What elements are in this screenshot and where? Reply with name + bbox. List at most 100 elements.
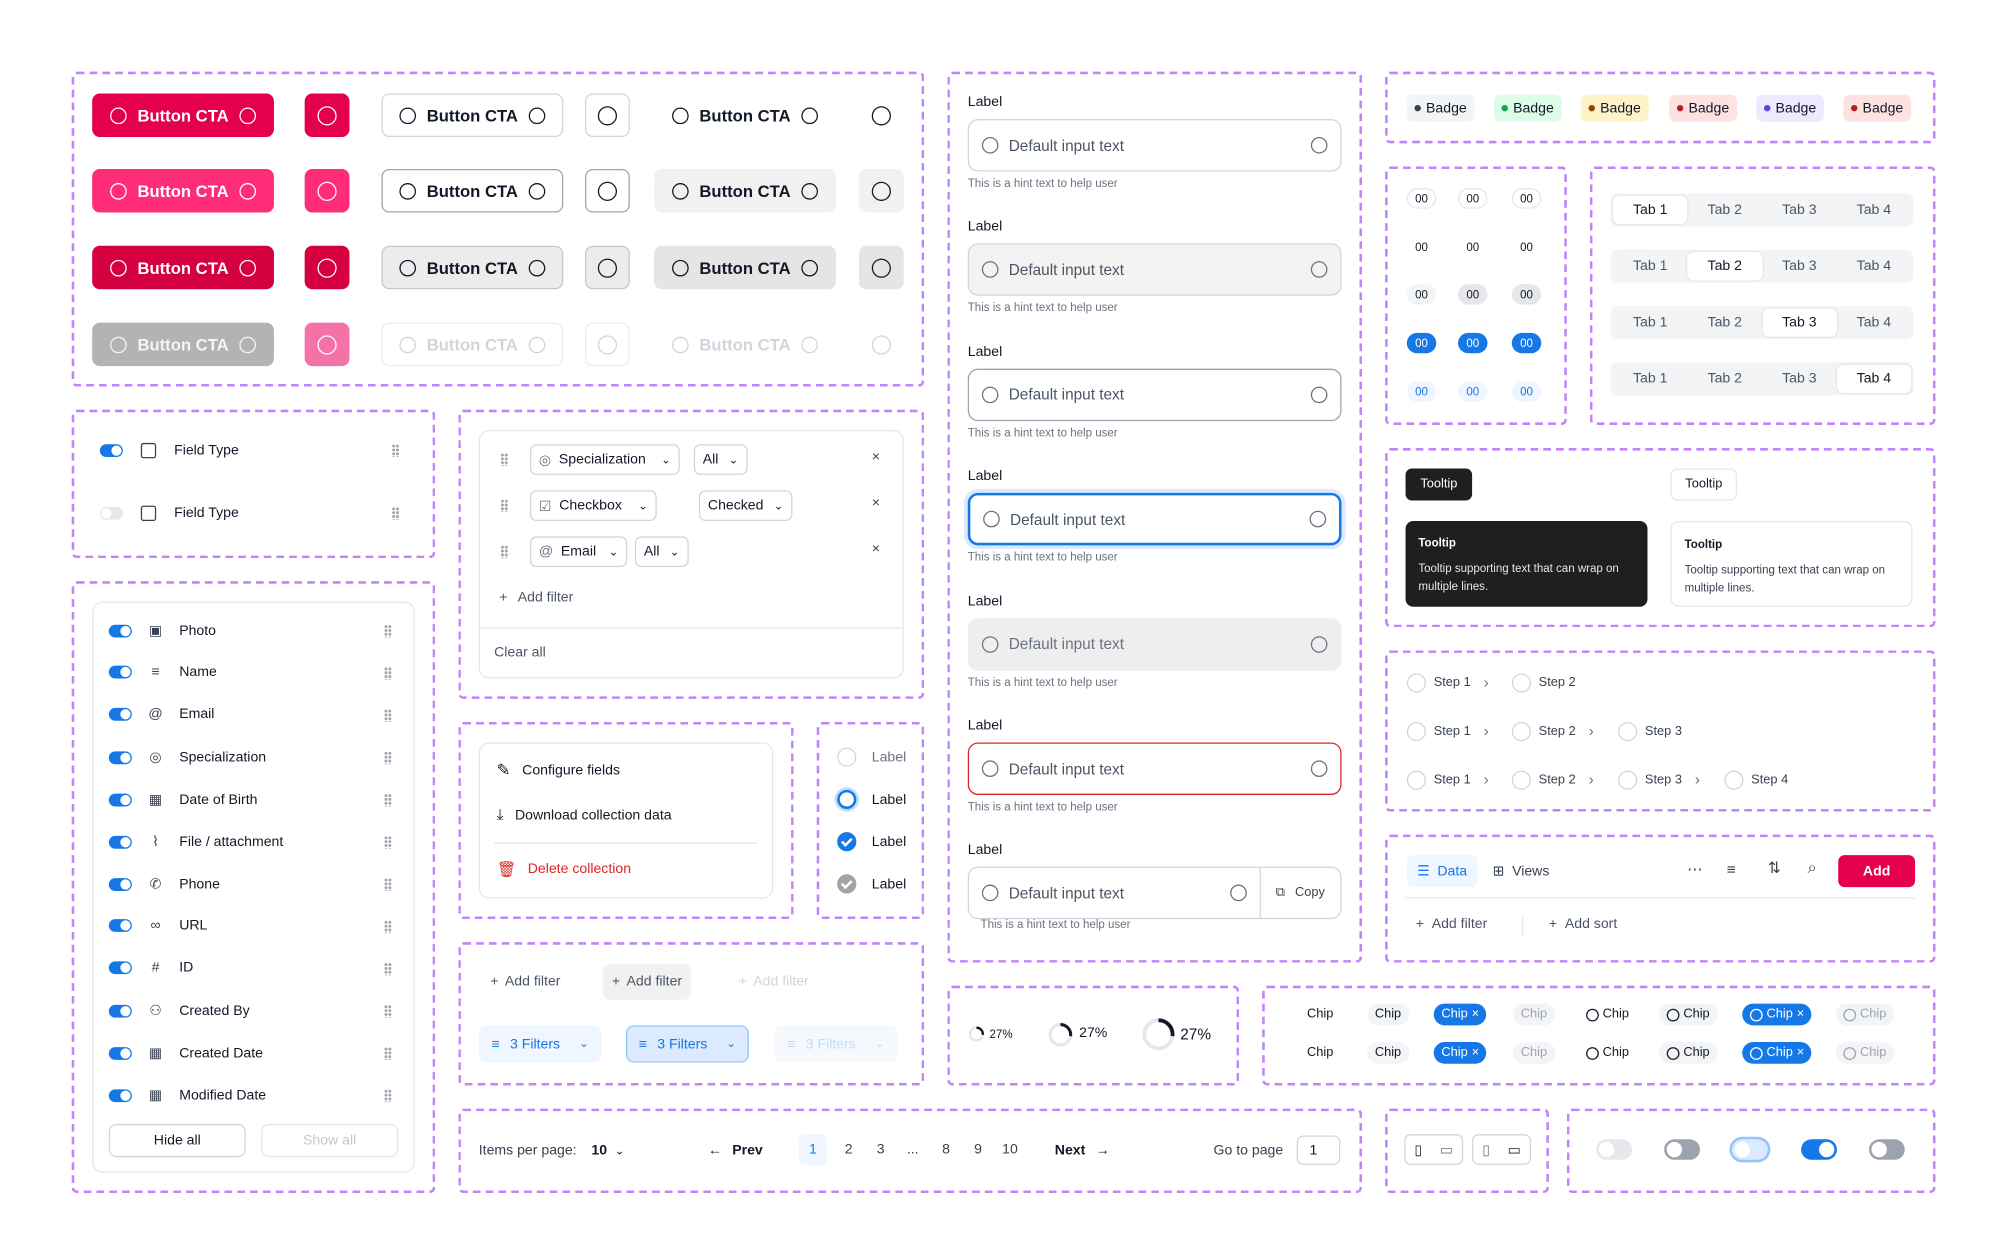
per-page-select[interactable]: 10 ⌄: [591, 1143, 624, 1158]
drag-handle-icon[interactable]: [384, 624, 392, 638]
tab-3[interactable]: Tab 3: [1762, 308, 1837, 337]
page-button[interactable]: 9: [964, 1134, 992, 1165]
text-input[interactable]: Default input text: [967, 493, 1342, 546]
step-2[interactable]: Step 2: [1511, 721, 1576, 742]
filters-count-button[interactable]: ≡ 3 Filters ⌄: [774, 1025, 898, 1063]
filter-field-select[interactable]: ◎ Specialization ⌄: [529, 444, 680, 475]
chip[interactable]: Chip: [1299, 1003, 1342, 1026]
prev-button[interactable]: ← Prev: [708, 1143, 763, 1158]
tertiary-button[interactable]: Button CTA: [654, 245, 836, 290]
tab-4[interactable]: Tab 4: [1836, 364, 1912, 393]
tertiary-button[interactable]: Button CTA: [654, 168, 836, 213]
text-input[interactable]: Default input text: [967, 243, 1342, 297]
tertiary-icon-button[interactable]: [859, 323, 904, 367]
secondary-icon-button[interactable]: [585, 322, 630, 367]
drag-handle-icon[interactable]: [384, 920, 392, 934]
primary-button[interactable]: Button CTA: [92, 322, 274, 367]
primary-button[interactable]: Button CTA: [92, 245, 274, 290]
switch-off-hover[interactable]: [1868, 1139, 1905, 1160]
step-1[interactable]: Step 1: [1406, 721, 1471, 742]
field-row[interactable]: Field Type: [99, 505, 239, 522]
page-button[interactable]: 10: [996, 1134, 1024, 1165]
field-toggle[interactable]: [108, 793, 132, 806]
primary-icon-button[interactable]: [304, 322, 350, 367]
tab-3[interactable]: Tab 3: [1762, 365, 1837, 393]
drag-handle-icon[interactable]: [500, 499, 509, 513]
page-button[interactable]: ...: [899, 1134, 927, 1165]
field-toggle[interactable]: [108, 835, 132, 849]
download-item[interactable]: ⤓ Download collection data: [497, 805, 672, 824]
text-input[interactable]: Default input text: [967, 119, 1342, 172]
more-icon[interactable]: ⋯: [1687, 860, 1703, 879]
drag-handle-icon[interactable]: [384, 835, 392, 849]
field-row[interactable]: ✆ Phone: [108, 876, 220, 892]
tab-3[interactable]: Tab 3: [1762, 252, 1837, 280]
field-row[interactable]: ▦ Modified Date: [108, 1087, 266, 1103]
drag-handle-icon[interactable]: [500, 545, 509, 559]
close-icon[interactable]: ×: [1796, 1045, 1805, 1060]
drag-handle-icon[interactable]: [391, 444, 400, 457]
desktop-icon[interactable]: ▭: [1439, 1142, 1454, 1158]
next-button[interactable]: Next →: [1055, 1143, 1110, 1158]
radio-checked[interactable]: Label: [837, 832, 906, 852]
page-button[interactable]: 3: [867, 1134, 895, 1165]
filter-field-select[interactable]: ☑ Checkbox ⌄: [529, 490, 657, 522]
mobile-icon[interactable]: ▯: [1482, 1142, 1490, 1158]
chip[interactable]: Chip: [1513, 1003, 1555, 1026]
copy-button[interactable]: ⧉ Copy: [1258, 868, 1340, 919]
field-row[interactable]: # ID: [108, 960, 193, 975]
step-2[interactable]: Step 2: [1511, 673, 1576, 693]
step-4[interactable]: Step 4: [1724, 770, 1788, 790]
close-icon[interactable]: ×: [1796, 1007, 1805, 1022]
chip[interactable]: Chip: [1578, 1042, 1637, 1064]
primary-icon-button[interactable]: [304, 93, 350, 137]
radio-disabled[interactable]: Label: [837, 874, 906, 894]
switch-off-focused[interactable]: [1731, 1139, 1768, 1160]
filters-count-button[interactable]: ≡ 3 Filters ⌄: [625, 1025, 749, 1063]
drag-handle-icon[interactable]: [384, 878, 392, 891]
text-input[interactable]: Default input text: [967, 617, 1342, 671]
close-icon[interactable]: ×: [1471, 1007, 1480, 1022]
step-2[interactable]: Step 2: [1511, 770, 1576, 790]
field-row[interactable]: ⚇ Created By: [108, 1002, 250, 1019]
primary-button[interactable]: Button CTA: [92, 93, 274, 137]
tab-2[interactable]: Tab 2: [1687, 309, 1762, 337]
go-to-page-input[interactable]: 1: [1296, 1135, 1341, 1165]
show-all-button[interactable]: Show all: [261, 1123, 399, 1158]
page-button[interactable]: 2: [835, 1134, 863, 1165]
page-button[interactable]: 1: [798, 1134, 827, 1165]
switch-off[interactable]: [1664, 1139, 1700, 1160]
filter-value-select[interactable]: Checked ⌄: [698, 490, 793, 522]
chip[interactable]: Chip: [1513, 1042, 1555, 1064]
field-toggle[interactable]: [108, 665, 132, 679]
tab-2[interactable]: Tab 2: [1687, 196, 1762, 224]
page-button[interactable]: 8: [932, 1134, 960, 1165]
field-toggle[interactable]: [99, 506, 123, 520]
field-toggle[interactable]: [108, 1004, 132, 1018]
tab-1[interactable]: Tab 1: [1613, 365, 1688, 393]
secondary-button[interactable]: Button CTA: [381, 322, 564, 367]
drag-handle-icon[interactable]: [384, 1004, 392, 1018]
tertiary-button[interactable]: Button CTA: [654, 323, 836, 367]
field-row[interactable]: Field Type: [99, 442, 239, 459]
secondary-button[interactable]: Button CTA: [381, 93, 564, 137]
tertiary-icon-button[interactable]: [859, 93, 904, 137]
drag-handle-icon[interactable]: [384, 1089, 392, 1103]
chip[interactable]: Chip ×: [1742, 1042, 1812, 1064]
tab-4[interactable]: Tab 4: [1837, 196, 1912, 224]
secondary-button[interactable]: Button CTA: [381, 168, 564, 213]
field-row[interactable]: ▦ Created Date: [108, 1045, 263, 1061]
drag-handle-icon[interactable]: [384, 751, 392, 765]
field-toggle[interactable]: [108, 1088, 132, 1102]
hide-all-button[interactable]: Hide all: [108, 1123, 246, 1158]
mobile-icon[interactable]: ▯: [1414, 1142, 1423, 1158]
field-toggle[interactable]: [108, 750, 132, 764]
chip[interactable]: Chip ×: [1433, 1003, 1487, 1026]
field-row[interactable]: ▣ Photo: [108, 622, 216, 639]
field-toggle[interactable]: [108, 1046, 132, 1060]
chip[interactable]: Chip: [1835, 1042, 1895, 1064]
chip[interactable]: Chip: [1578, 1003, 1637, 1026]
field-row[interactable]: ▦ Date of Birth: [108, 791, 257, 808]
radio-unchecked[interactable]: Label: [837, 747, 906, 767]
configure-fields-item[interactable]: ✎ Configure fields: [497, 760, 620, 780]
